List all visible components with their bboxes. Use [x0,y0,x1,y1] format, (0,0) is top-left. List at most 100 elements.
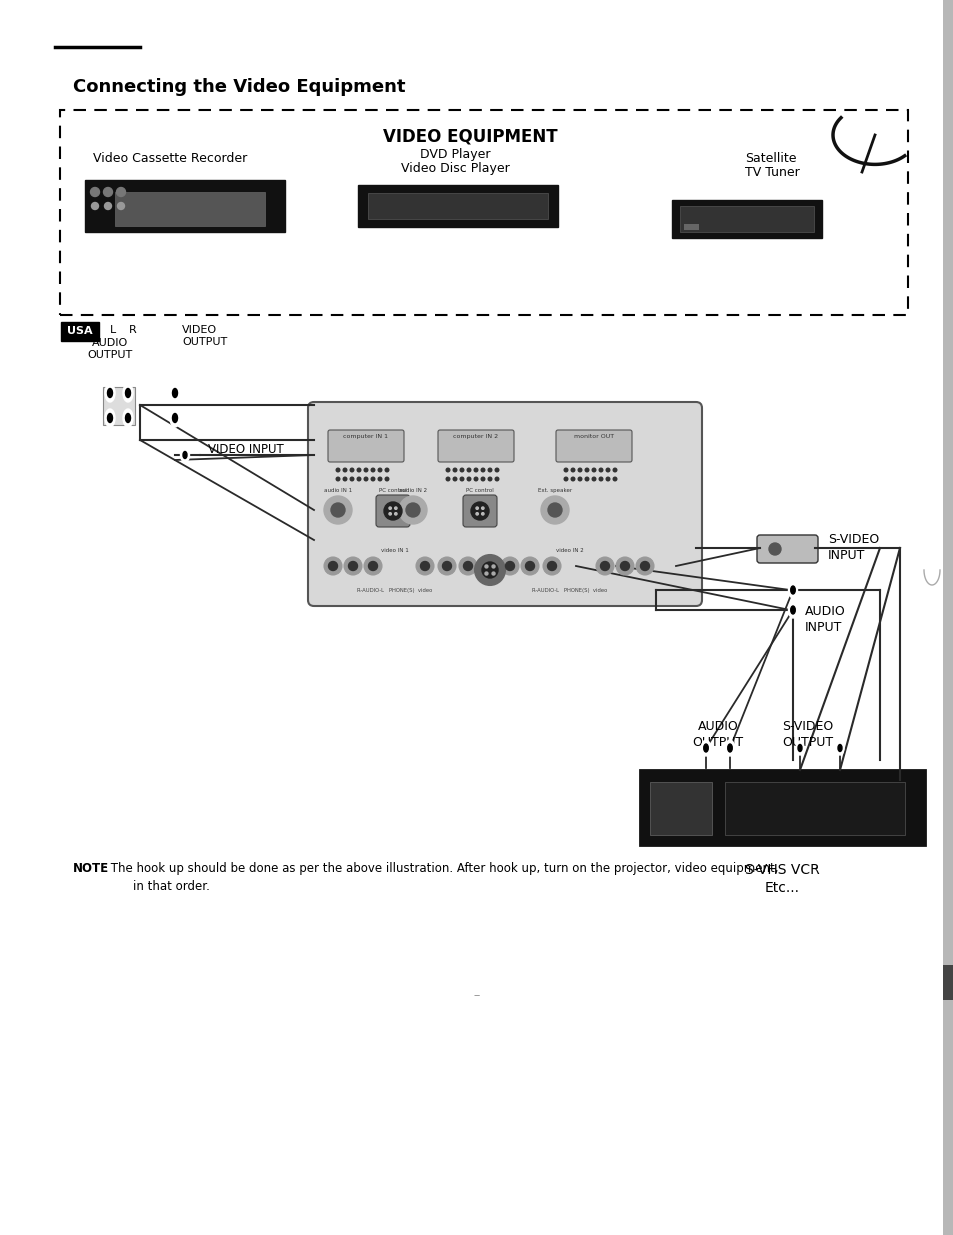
Ellipse shape [172,389,177,398]
Text: R: R [129,325,136,335]
Text: S-VHS VCR
Etc...: S-VHS VCR Etc... [744,863,819,895]
Circle shape [364,477,368,480]
Circle shape [335,477,339,480]
Circle shape [592,468,596,472]
Circle shape [458,557,476,576]
FancyBboxPatch shape [375,495,410,527]
Ellipse shape [108,389,112,398]
Ellipse shape [126,414,131,422]
Circle shape [495,477,498,480]
Circle shape [116,188,126,196]
Circle shape [384,501,401,520]
Circle shape [488,468,492,472]
Circle shape [475,555,504,585]
Ellipse shape [788,582,797,598]
Circle shape [613,477,617,480]
Ellipse shape [105,384,115,403]
Circle shape [350,477,354,480]
Bar [942,0,953,1235]
Circle shape [395,508,396,509]
Circle shape [446,477,449,480]
Bar [942,965,953,1000]
Ellipse shape [795,741,803,755]
Circle shape [481,562,497,578]
Circle shape [398,496,427,524]
Text: S-VIDEO
INPUT: S-VIDEO INPUT [827,534,879,562]
Text: VIDEO INPUT: VIDEO INPUT [208,443,283,456]
Circle shape [584,468,588,472]
Circle shape [584,477,588,480]
Circle shape [437,557,456,576]
Ellipse shape [835,741,843,755]
FancyBboxPatch shape [556,430,631,462]
Text: NOTE: NOTE [73,862,109,876]
Ellipse shape [837,745,841,752]
Ellipse shape [790,585,795,594]
Circle shape [571,477,575,480]
Bar [103,387,135,425]
Ellipse shape [123,409,132,427]
Bar [60,110,907,315]
Circle shape [525,562,534,571]
Circle shape [364,468,368,472]
Ellipse shape [108,414,112,422]
Ellipse shape [724,740,734,756]
Circle shape [463,562,472,571]
Ellipse shape [172,414,177,422]
Ellipse shape [170,384,180,403]
Ellipse shape [700,740,710,756]
Text: PC control: PC control [466,488,494,493]
Text: R-AUDIO-L   PHONE(S)  video: R-AUDIO-L PHONE(S) video [357,588,432,593]
Text: TV Tuner: TV Tuner [744,165,799,179]
Circle shape [542,557,560,576]
Text: monitor OUT: monitor OUT [574,433,614,438]
Ellipse shape [170,409,180,427]
Circle shape [385,468,389,472]
Circle shape [356,477,360,480]
Circle shape [350,468,354,472]
Text: audio IN 2: audio IN 2 [398,488,427,493]
Circle shape [500,557,518,576]
Circle shape [343,468,347,472]
Circle shape [578,477,581,480]
Text: AUDIO
OUTPUT: AUDIO OUTPUT [88,338,132,359]
Circle shape [459,477,463,480]
Circle shape [474,477,477,480]
FancyBboxPatch shape [328,430,403,462]
Circle shape [571,468,575,472]
Circle shape [471,501,489,520]
Bar [679,206,813,232]
Circle shape [481,513,483,515]
Circle shape [420,562,429,571]
Ellipse shape [123,384,132,403]
Circle shape [476,508,477,509]
Circle shape [343,477,347,480]
Circle shape [356,468,360,472]
Circle shape [348,562,357,571]
Text: video IN 1: video IN 1 [381,548,409,553]
Circle shape [371,477,375,480]
Circle shape [371,468,375,472]
Text: USA: USA [67,326,92,336]
Circle shape [344,557,361,576]
Text: PC control: PC control [378,488,406,493]
Text: Connecting the Video Equipment: Connecting the Video Equipment [73,78,405,96]
Text: R-AUDIO-L   PHONE(S)  video: R-AUDIO-L PHONE(S) video [532,588,607,593]
Circle shape [605,468,609,472]
Bar [683,224,699,230]
Circle shape [406,503,419,517]
Circle shape [596,557,614,576]
Ellipse shape [790,606,795,614]
Circle shape [453,468,456,472]
Circle shape [385,477,389,480]
Text: AUDIO
OUTPUT: AUDIO OUTPUT [692,720,742,748]
Circle shape [91,188,99,196]
Text: L: L [110,325,116,335]
Circle shape [446,468,449,472]
Ellipse shape [105,409,115,427]
Circle shape [377,477,381,480]
Ellipse shape [183,452,187,458]
Circle shape [540,496,568,524]
Circle shape [331,503,345,517]
Circle shape [103,188,112,196]
